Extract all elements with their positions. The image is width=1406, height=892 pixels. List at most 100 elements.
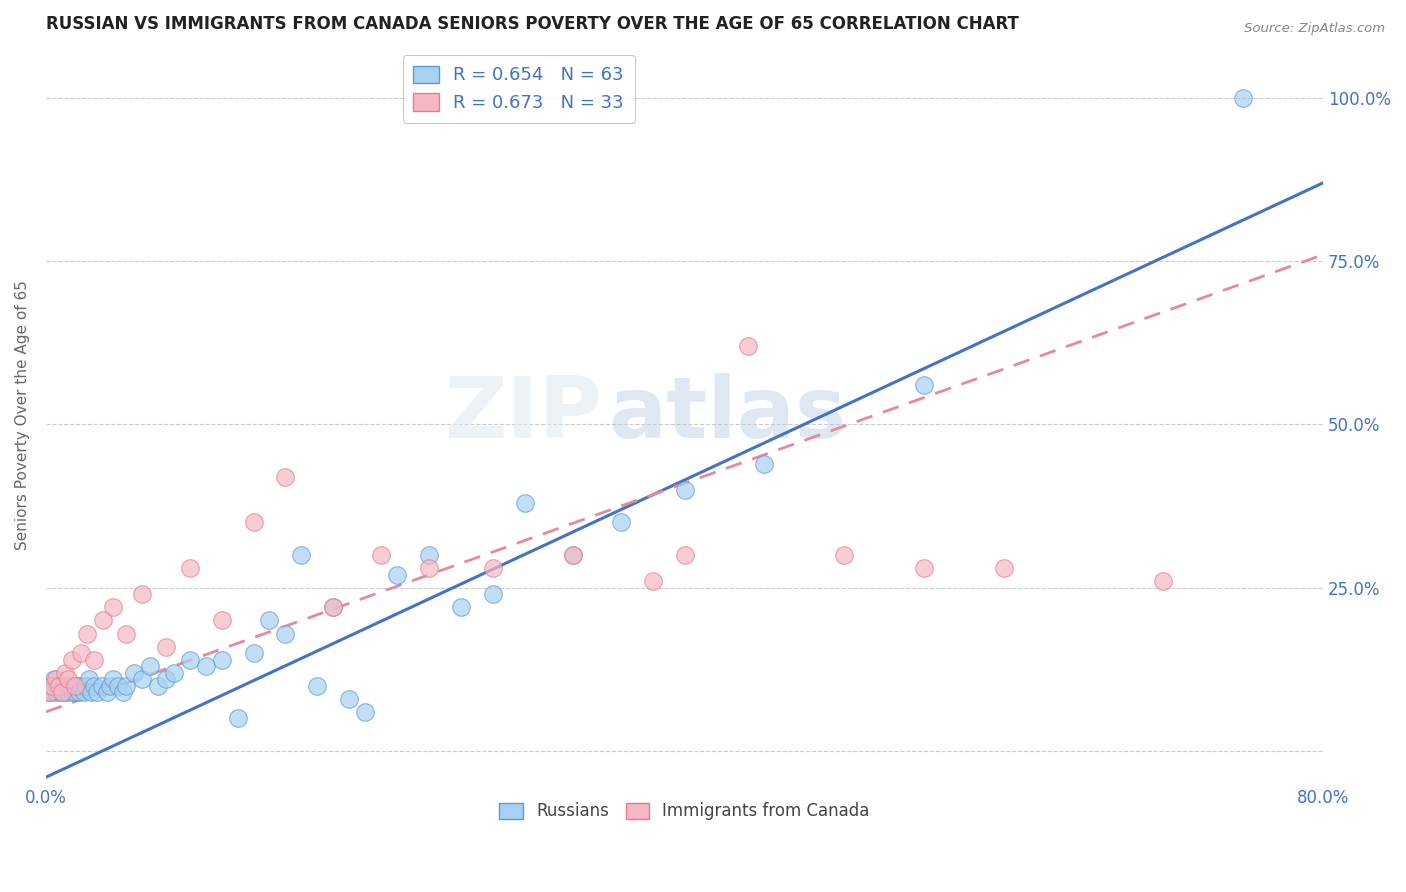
Point [385,567,408,582]
Point [832,548,855,562]
Point [90,679,112,693]
Point [51,685,73,699]
Point [641,574,664,589]
Point [179,653,201,667]
Point [63,685,86,699]
Point [41,679,63,693]
Point [39,685,62,699]
Point [418,548,440,562]
Point [211,614,233,628]
Point [38,685,60,699]
Point [70,646,93,660]
Point [1232,91,1254,105]
Point [41,679,63,693]
Point [673,548,696,562]
Point [79,685,101,699]
Point [114,626,136,640]
Point [63,679,86,693]
Point [242,646,264,660]
Point [83,679,105,693]
Point [242,516,264,530]
Point [42,672,65,686]
Point [58,679,80,693]
Text: RUSSIAN VS IMMIGRANTS FROM CANADA SENIORS POVERTY OVER THE AGE OF 65 CORRELATION: RUSSIAN VS IMMIGRANTS FROM CANADA SENIOR… [46,15,1019,33]
Point [76,626,98,640]
Point [49,685,72,699]
Point [46,679,69,693]
Point [45,685,67,699]
Point [83,653,105,667]
Point [259,614,281,628]
Point [561,548,583,562]
Point [60,653,83,667]
Point [211,653,233,667]
Legend: Russians, Immigrants from Canada: Russians, Immigrants from Canada [492,796,876,827]
Point [179,561,201,575]
Text: atlas: atlas [607,373,846,456]
Point [101,672,124,686]
Point [37,685,59,699]
Point [226,711,249,725]
Point [101,600,124,615]
Point [163,665,186,680]
Point [290,548,312,562]
Point [155,672,177,686]
Point [354,705,377,719]
Y-axis label: Seniors Poverty Over the Age of 65: Seniors Poverty Over the Age of 65 [15,280,30,549]
Point [107,679,129,693]
Point [70,679,93,693]
Point [673,483,696,497]
Point [274,469,297,483]
Point [139,659,162,673]
Point [155,640,177,654]
Point [38,679,60,693]
Point [59,679,82,693]
Text: ZIP: ZIP [444,373,602,456]
Point [69,685,91,699]
Point [337,691,360,706]
Point [77,672,100,686]
Point [73,685,96,699]
Point [912,378,935,392]
Point [418,561,440,575]
Point [993,561,1015,575]
Point [274,626,297,640]
Point [96,685,118,699]
Point [53,665,76,680]
Point [114,679,136,693]
Point [131,672,153,686]
Point [66,679,89,693]
Point [370,548,392,562]
Point [48,679,70,693]
Point [111,685,134,699]
Point [62,679,84,693]
Point [51,679,73,693]
Text: Source: ZipAtlas.com: Source: ZipAtlas.com [1244,22,1385,36]
Point [912,561,935,575]
Point [322,600,344,615]
Point [98,679,121,693]
Point [58,672,80,686]
Point [131,587,153,601]
Point [75,679,97,693]
Point [1153,574,1175,589]
Point [45,672,67,686]
Point [48,679,70,693]
Point [482,587,505,601]
Point [53,679,76,693]
Point [322,600,344,615]
Point [52,685,75,699]
Point [561,548,583,562]
Point [754,457,776,471]
Point [450,600,472,615]
Point [122,665,145,680]
Point [146,679,169,693]
Point [482,561,505,575]
Point [737,339,759,353]
Point [513,496,536,510]
Point [194,659,217,673]
Point [60,685,83,699]
Point [609,516,631,530]
Point [307,679,329,693]
Point [93,614,115,628]
